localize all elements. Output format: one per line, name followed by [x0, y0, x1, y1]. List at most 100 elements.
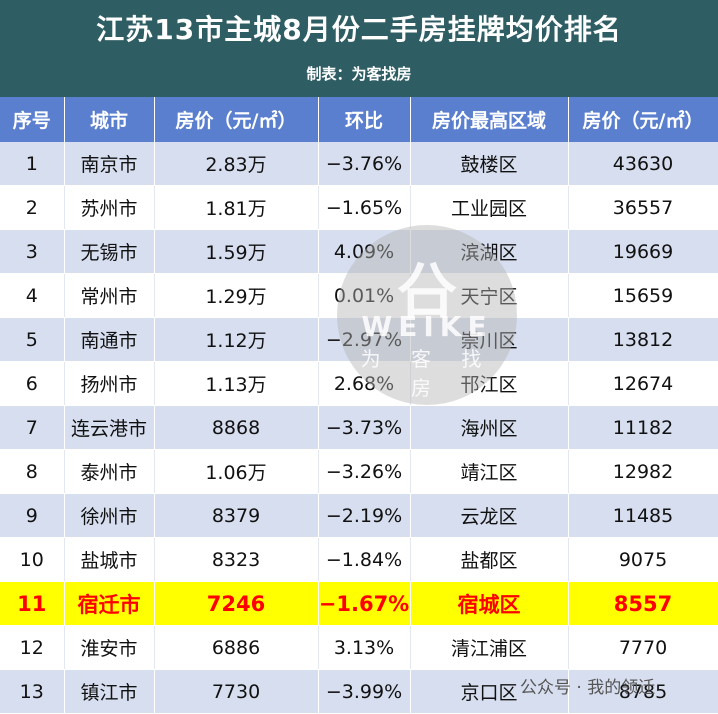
top-price-cell: 13812 — [568, 317, 718, 362]
rank-cell: 5 — [0, 317, 65, 362]
column-header-price: 房价（元/㎡） — [154, 97, 319, 142]
city-cell: 泰州市 — [64, 449, 155, 494]
rank-cell: 2 — [0, 185, 65, 230]
rank-cell: 4 — [0, 273, 65, 318]
table-row: 13 镇江市 7730 −3.99% 京口区 8785 — [0, 669, 718, 714]
table-row: 4 常州市 1.29万 0.01% 天宁区 15659 — [0, 273, 718, 318]
column-header-mom: 环比 — [318, 97, 411, 142]
page-title: 江苏13市主城8月份二手房挂牌均价排名 — [96, 13, 622, 46]
city-cell: 无锡市 — [64, 229, 155, 274]
table-row: 6 扬州市 1.13万 2.68% 邗江区 12674 — [0, 361, 718, 406]
rank-cell: 10 — [0, 537, 65, 582]
column-header-top-price: 房价（元/㎡） — [568, 97, 718, 142]
mom-cell: −3.99% — [318, 669, 411, 714]
rank-cell: 12 — [0, 625, 65, 670]
mom-cell: 0.01% — [318, 273, 411, 318]
top-price-cell: 43630 — [568, 142, 718, 186]
price-cell: 1.13万 — [154, 361, 319, 406]
city-cell: 常州市 — [64, 273, 155, 318]
top-district-cell: 鼓楼区 — [410, 142, 569, 186]
top-district-cell: 天宁区 — [410, 273, 569, 318]
mom-cell: −2.97% — [318, 317, 411, 362]
price-cell: 1.81万 — [154, 185, 319, 230]
city-cell: 镇江市 — [64, 669, 155, 714]
city-cell: 宿迁市 — [64, 581, 155, 626]
table-row: 9 徐州市 8379 −2.19% 云龙区 11485 — [0, 493, 718, 538]
city-cell: 连云港市 — [64, 405, 155, 450]
column-header-top-district: 房价最高区域 — [410, 97, 569, 142]
table-row: 3 无锡市 1.59万 4.09% 滨湖区 19669 — [0, 229, 718, 274]
rank-cell: 1 — [0, 142, 65, 186]
rank-cell: 8 — [0, 449, 65, 494]
table-row: 2 苏州市 1.81万 −1.65% 工业园区 36557 — [0, 185, 718, 230]
city-cell: 南通市 — [64, 317, 155, 362]
table-row: 10 盐城市 8323 −1.84% 盐都区 9075 — [0, 537, 718, 582]
rank-cell: 6 — [0, 361, 65, 406]
top-district-cell: 宿城区 — [410, 581, 569, 626]
city-cell: 盐城市 — [64, 537, 155, 582]
price-cell: 8868 — [154, 405, 319, 450]
mom-cell: 4.09% — [318, 229, 411, 274]
city-cell: 徐州市 — [64, 493, 155, 538]
mom-cell: 2.68% — [318, 361, 411, 406]
column-header-city: 城市 — [64, 97, 155, 142]
price-cell: 8379 — [154, 493, 319, 538]
top-price-cell: 11485 — [568, 493, 718, 538]
mom-cell: −1.67% — [318, 581, 411, 626]
column-header-rank: 序号 — [0, 97, 65, 142]
price-cell: 6886 — [154, 625, 319, 670]
rank-cell: 9 — [0, 493, 65, 538]
mom-cell: −2.19% — [318, 493, 411, 538]
top-district-cell: 靖江区 — [410, 449, 569, 494]
price-cell: 8323 — [154, 537, 319, 582]
top-district-cell: 云龙区 — [410, 493, 569, 538]
city-cell: 苏州市 — [64, 185, 155, 230]
top-price-cell: 36557 — [568, 185, 718, 230]
mom-cell: −3.76% — [318, 142, 411, 186]
price-cell: 2.83万 — [154, 142, 319, 186]
table-row: 1 南京市 2.83万 −3.76% 鼓楼区 43630 — [0, 142, 718, 186]
price-cell: 1.29万 — [154, 273, 319, 318]
top-price-cell: 19669 — [568, 229, 718, 274]
mom-cell: 3.13% — [318, 625, 411, 670]
top-price-cell: 8557 — [568, 581, 718, 626]
top-district-cell: 滨湖区 — [410, 229, 569, 274]
top-district-cell: 工业园区 — [410, 185, 569, 230]
rank-cell: 11 — [0, 581, 65, 626]
table-row: 7 连云港市 8868 −3.73% 海州区 11182 — [0, 405, 718, 450]
account-watermark: 公众号 · 我的领迁 — [520, 678, 656, 698]
top-price-cell: 12982 — [568, 449, 718, 494]
price-cell: 1.12万 — [154, 317, 319, 362]
rank-cell: 7 — [0, 405, 65, 450]
table-header-row: 序号 城市 房价（元/㎡） 环比 房价最高区域 房价（元/㎡） — [0, 97, 718, 142]
table-row: 5 南通市 1.12万 −2.97% 崇川区 13812 — [0, 317, 718, 362]
top-price-cell: 8785 — [568, 669, 718, 714]
top-district-cell: 盐都区 — [410, 537, 569, 582]
top-district-cell: 邗江区 — [410, 361, 569, 406]
rank-cell: 13 — [0, 669, 65, 714]
city-cell: 扬州市 — [64, 361, 155, 406]
table-row: 11 宿迁市 7246 −1.67% 宿城区 8557 — [0, 581, 718, 626]
price-cell: 1.59万 — [154, 229, 319, 274]
mom-cell: −1.65% — [318, 185, 411, 230]
table-row: 12 淮安市 6886 3.13% 清江浦区 7770 — [0, 625, 718, 670]
mom-cell: −1.84% — [318, 537, 411, 582]
title-band: 江苏13市主城8月份二手房挂牌均价排名 制表：为客找房 — [0, 0, 718, 97]
top-price-cell: 9075 — [568, 537, 718, 582]
price-cell: 1.06万 — [154, 449, 319, 494]
top-district-cell: 清江浦区 — [410, 625, 569, 670]
city-cell: 淮安市 — [64, 625, 155, 670]
mom-cell: −3.26% — [318, 449, 411, 494]
top-price-cell: 15659 — [568, 273, 718, 318]
top-price-cell: 11182 — [568, 405, 718, 450]
price-cell: 7730 — [154, 669, 319, 714]
top-district-cell: 崇川区 — [410, 317, 569, 362]
price-ranking-table: 序号 城市 房价（元/㎡） 环比 房价最高区域 房价（元/㎡） 1 南京市 2.83… — [0, 97, 718, 714]
top-price-cell: 7770 — [568, 625, 718, 670]
page-subtitle: 制表：为客找房 — [306, 65, 412, 83]
mom-cell: −3.73% — [318, 405, 411, 450]
table-body: 1 南京市 2.83万 −3.76% 鼓楼区 43630 2 苏州市 1.81万 −1.65% 工业… — [0, 142, 718, 714]
table-row: 8 泰州市 1.06万 −3.26% 靖江区 12982 — [0, 449, 718, 494]
top-price-cell: 12674 — [568, 361, 718, 406]
top-district-cell: 海州区 — [410, 405, 569, 450]
